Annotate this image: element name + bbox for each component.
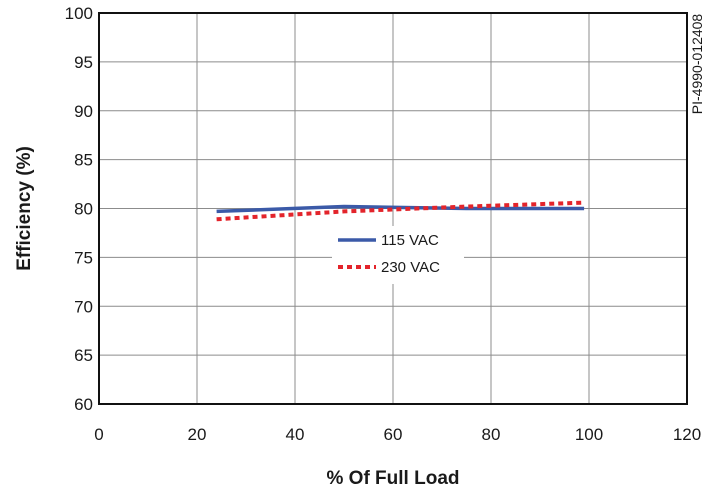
y-tick-label-90: 90: [74, 102, 93, 121]
y-tick-label-100: 100: [65, 4, 93, 23]
x-tick-label-20: 20: [188, 425, 207, 444]
x-tick-label-0: 0: [94, 425, 103, 444]
y-tick-label-85: 85: [74, 151, 93, 170]
y-tick-label-70: 70: [74, 297, 93, 316]
y-tick-label-75: 75: [74, 248, 93, 267]
y-tick-label-80: 80: [74, 200, 93, 219]
series-lines: [216, 200, 585, 222]
y-tick-labels: 60 65 70 75 80 85 90 95 100: [65, 4, 93, 414]
y-tick-label-60: 60: [74, 395, 93, 414]
legend-label-230-vac: 230 VAC: [381, 259, 440, 276]
y-tick-label-95: 95: [74, 53, 93, 72]
x-tick-label-60: 60: [384, 425, 403, 444]
x-tick-label-120: 120: [673, 425, 701, 444]
x-tick-labels: 0 20 40 60 80 100 120: [94, 425, 701, 444]
x-tick-label-40: 40: [286, 425, 305, 444]
y-axis-title: Efficiency (%): [14, 146, 35, 271]
legend: 115 VAC 230 VAC: [332, 226, 464, 284]
x-axis-title: % Of Full Load: [327, 468, 460, 489]
x-tick-label-100: 100: [575, 425, 603, 444]
series-line-230-vac: [216, 200, 585, 222]
series-line-115-vac: [216, 204, 585, 214]
figure-id-label: PI-4990-012408: [689, 14, 705, 115]
legend-background: [332, 226, 464, 284]
x-tick-label-80: 80: [482, 425, 501, 444]
y-tick-label-65: 65: [74, 346, 93, 365]
legend-label-115-vac: 115 VAC: [381, 232, 439, 249]
plot-frame: [98, 12, 688, 405]
